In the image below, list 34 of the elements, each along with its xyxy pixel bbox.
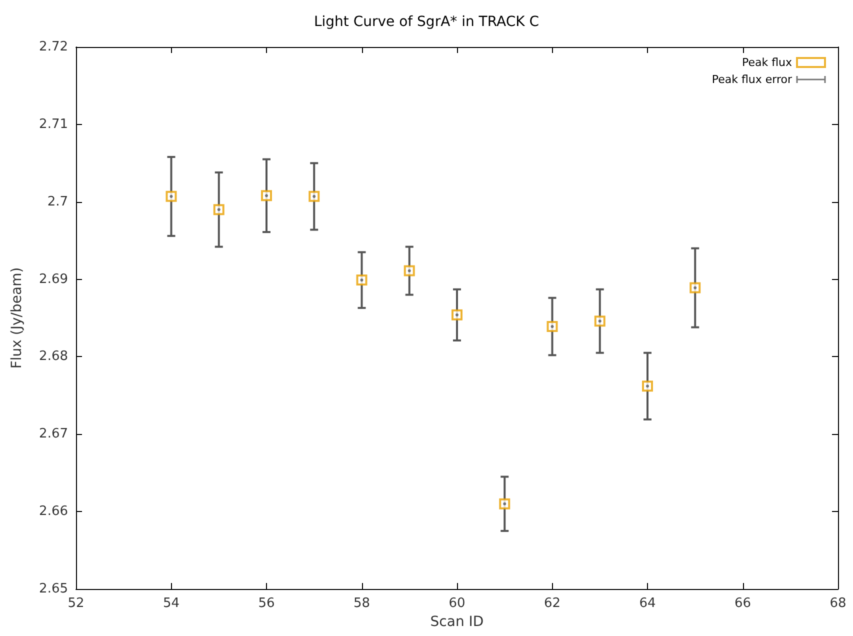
point — [404, 265, 415, 276]
chart-title: Light Curve of SgrA* in TRACK C — [314, 14, 540, 30]
x-tick-label: 58 — [353, 596, 370, 611]
x-tick-label: 52 — [68, 596, 84, 611]
x-tick-label: 56 — [258, 596, 275, 611]
x-tick-label: 66 — [734, 596, 752, 611]
legend-label: Peak flux error — [712, 73, 792, 86]
point — [261, 190, 272, 202]
point — [546, 321, 558, 332]
point — [690, 282, 701, 294]
y-tick-label: 2.66 — [39, 504, 68, 520]
y-tick-label: 2.68 — [39, 349, 68, 364]
y-tick-label: 2.71 — [39, 116, 68, 132]
point — [499, 498, 510, 510]
y-tick-label: 2.65 — [39, 582, 68, 596]
x-tick-label: 60 — [448, 596, 466, 611]
y-axis-title: Flux (Jy/beam) — [9, 267, 25, 369]
point — [308, 190, 320, 202]
x-tick-label: 68 — [830, 596, 846, 611]
y-tick-label: 2.67 — [39, 426, 68, 442]
point — [166, 190, 177, 202]
point — [356, 274, 368, 286]
x-tick-label: 54 — [162, 596, 180, 611]
point — [642, 380, 653, 392]
point — [452, 309, 462, 320]
y-tick-label: 2.72 — [39, 40, 68, 54]
point — [594, 316, 606, 327]
point — [213, 204, 224, 216]
x-tick-label: 64 — [639, 596, 656, 611]
legend-label: Peak flux — [742, 56, 792, 69]
x-tick-label: 62 — [544, 596, 561, 611]
y-tick-label: 2.7 — [47, 194, 68, 210]
x-axis-title: Scan ID — [430, 614, 484, 630]
y-tick-label: 2.69 — [39, 272, 68, 287]
